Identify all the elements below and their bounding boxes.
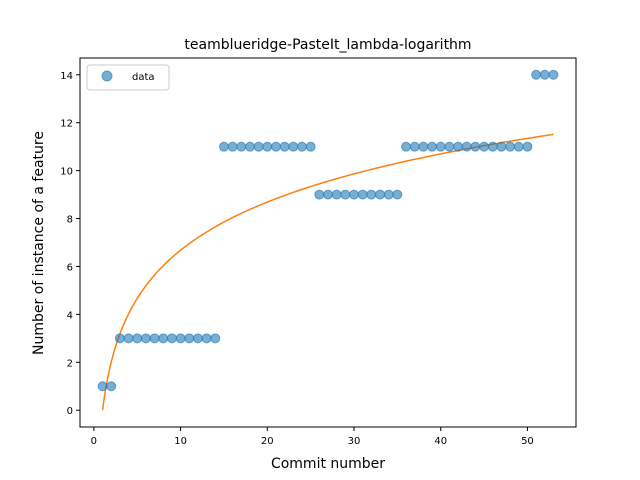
data-point: [435, 141, 446, 152]
data-point: [531, 69, 542, 80]
data-point: [409, 141, 420, 152]
data-point: [184, 333, 195, 344]
data-point: [140, 333, 151, 344]
data-point: [253, 141, 264, 152]
data-point: [218, 141, 229, 152]
data-point: [106, 381, 117, 392]
data-point: [349, 189, 360, 200]
data-point: [366, 189, 377, 200]
data-point: [123, 333, 134, 344]
data-point: [340, 189, 351, 200]
y-tick-label: 2: [67, 358, 73, 369]
data-point: [305, 141, 316, 152]
data-point: [496, 141, 507, 152]
data-point: [296, 141, 307, 152]
data-point: [192, 333, 203, 344]
legend: data: [86, 64, 170, 91]
data-point: [314, 189, 325, 200]
data-point: [522, 141, 533, 152]
data-point: [158, 333, 169, 344]
y-tick-label: 8: [67, 215, 73, 226]
data-point: [323, 189, 333, 200]
data-point: [375, 189, 386, 200]
data-point: [479, 141, 490, 152]
data-point: [288, 141, 299, 152]
data-point: [505, 141, 516, 152]
data-point: [132, 333, 143, 344]
data-point: [383, 189, 394, 200]
data-point: [244, 141, 255, 152]
axis-ticks: 0 10 20 30 40 50 0 2 4 6 8 10 12 14: [60, 71, 534, 447]
y-tick-label: 14: [60, 71, 73, 82]
chart-title: teamblueridge-PasteIt_lambda-logarithm: [184, 37, 471, 53]
data-point: [401, 141, 412, 152]
y-axis-label: Number of instance of a feature: [31, 131, 47, 355]
data-point: [210, 333, 221, 344]
data-point: [513, 141, 524, 152]
data-point: [149, 333, 160, 344]
data-point: [539, 69, 550, 80]
data-point: [453, 141, 464, 152]
data-point: [236, 141, 247, 152]
x-tick-label: 50: [521, 436, 534, 447]
data-point: [487, 141, 498, 152]
axes-frame: [79, 57, 577, 428]
x-tick-label: 40: [434, 436, 447, 447]
data-point: [201, 333, 212, 344]
y-tick-label: 6: [67, 262, 73, 273]
data-point: [427, 141, 438, 152]
data-point: [331, 189, 342, 200]
y-tick-label: 10: [60, 167, 73, 178]
y-tick-label: 12: [60, 119, 73, 130]
data-point: [270, 141, 281, 152]
x-tick-label: 30: [348, 436, 361, 447]
data-point: [279, 141, 290, 152]
data-point: [114, 333, 125, 344]
data-point: [418, 141, 429, 152]
data-point: [392, 189, 403, 200]
data-point: [548, 69, 559, 80]
data-point: [166, 333, 177, 344]
data-point: [262, 141, 273, 152]
x-tick-label: 0: [91, 436, 97, 447]
y-tick-label: 0: [67, 406, 73, 417]
data-point: [461, 141, 472, 152]
data-point: [444, 141, 455, 152]
y-tick-label: 4: [67, 310, 73, 321]
data-point: [227, 141, 238, 152]
x-axis-label: Commit number: [271, 456, 385, 472]
data-point: [175, 333, 186, 344]
x-tick-label: 10: [174, 436, 187, 447]
legend-marker-data: [101, 70, 113, 82]
data-point: [357, 189, 368, 200]
data-point: [470, 141, 481, 152]
legend-label-data: data: [132, 72, 155, 83]
plot-area: [97, 69, 559, 411]
data-point: [97, 381, 108, 392]
legend-box: [86, 64, 170, 91]
x-tick-label: 20: [261, 436, 274, 447]
